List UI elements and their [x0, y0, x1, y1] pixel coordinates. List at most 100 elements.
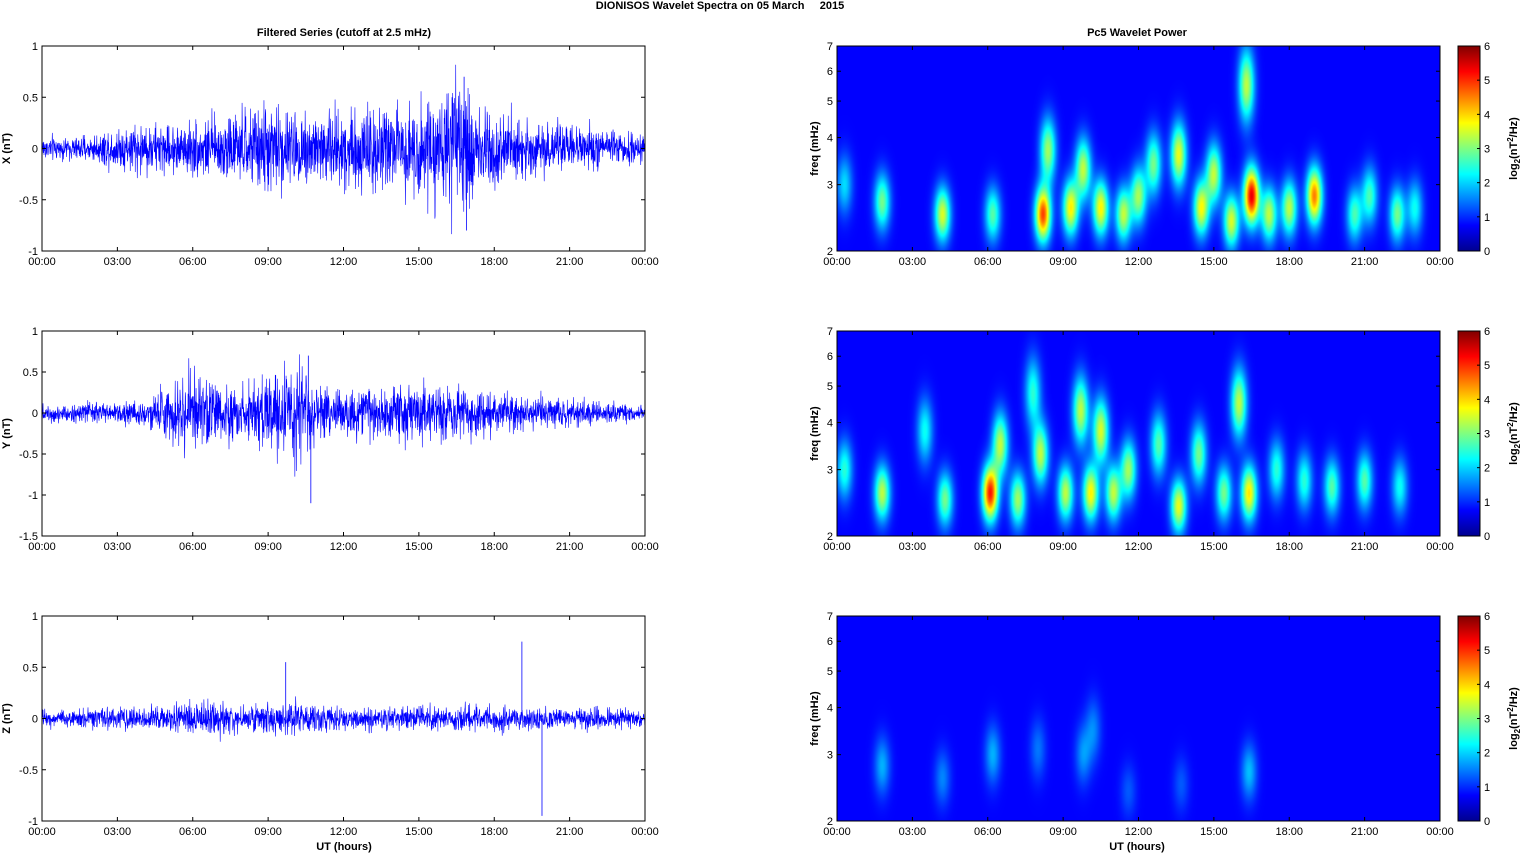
wavelet-xtick-label: 12:00 [1125, 826, 1153, 838]
y-wavelet-ylabel: freq (mHz) [809, 406, 821, 461]
x-series-ylabel: X (nT) [1, 133, 13, 164]
colorbar-tick-label: 4 [1484, 394, 1490, 406]
right-xlabel: UT (hours) [1109, 841, 1165, 853]
colorbar-tick-label: 6 [1484, 611, 1490, 623]
x-wavelet-axes: 2 3 4 5 6 7 00:00 03:00 06:00 09:00 12:00 15:00 18:0… [823, 41, 1454, 268]
right-column-title: Pc5 Wavelet Power [1087, 27, 1188, 39]
colorbar-tick-label: 2 [1484, 178, 1490, 190]
freq-tick-label: 2 [827, 531, 833, 543]
x-wavelet-heatmap [837, 46, 1440, 251]
series-xtick-label: 03:00 [104, 826, 132, 838]
y-series-plot-area [42, 354, 645, 504]
wavelet-xtick-label: 03:00 [899, 826, 927, 838]
series-xtick-label: 00:00 [28, 826, 56, 838]
colorbar-tick-label: 5 [1484, 360, 1490, 372]
series-xtick-label: 12:00 [330, 541, 358, 553]
series-xtick-label: 15:00 [405, 826, 433, 838]
ytick-label: 1 [32, 41, 38, 53]
freq-tick-label: 3 [827, 180, 833, 192]
series-xtick-label: 21:00 [556, 826, 584, 838]
wavelet-xtick-label: 21:00 [1351, 826, 1379, 838]
wavelet-xtick-label: 09:00 [1049, 256, 1077, 268]
z-wavelet-axes: 2 3 4 5 6 7 00:00 03:00 06:00 09:00 12:00 15:00 18:0… [823, 611, 1454, 838]
colorbar-tick-label: 0 [1484, 246, 1490, 258]
freq-tick-label: 7 [827, 326, 833, 338]
colorbar-tick-label: 2 [1484, 463, 1490, 475]
x-series-plot-area [42, 64, 645, 235]
ytick-label: 0.5 [23, 367, 38, 379]
colorbar-tick-label: 5 [1484, 645, 1490, 657]
wavelet-xtick-label: 18:00 [1275, 256, 1303, 268]
left-column-title: Filtered Series (cutoff at 2.5 mHz) [257, 27, 432, 39]
colorbar-tick-label: 5 [1484, 75, 1490, 87]
series-xtick-label: 00:00 [28, 256, 56, 268]
wavelet-xtick-label: 21:00 [1351, 541, 1379, 553]
y-series-axes: 10.50-0.5-1-1.500:00 03:00 06:00 09:00 12:00… [19, 326, 659, 553]
y-wavelet-heatmap [837, 331, 1440, 536]
colorbar-tick-label: 0 [1484, 531, 1490, 543]
series-xtick-label: 00:00 [28, 541, 56, 553]
wavelet-xtick-label: 12:00 [1125, 541, 1153, 553]
freq-tick-label: 5 [827, 666, 833, 678]
wavelet-xtick-label: 21:00 [1351, 256, 1379, 268]
colorbar-tick-label: 1 [1484, 212, 1490, 224]
colorbar-tick-label: 4 [1484, 109, 1490, 121]
y-series-frame [41, 330, 646, 537]
colorbar-tick-label: 4 [1484, 679, 1490, 691]
z-series-axes: 10.50-0.5-100:00 03:00 06:00 09:00 12:00 15:0… [19, 611, 659, 838]
ytick-label: 0.5 [23, 662, 38, 674]
y-series-ylabel: Y (nT) [1, 418, 13, 449]
series-xtick-label: 03:00 [104, 541, 132, 553]
y-wavelet-panel: 2 3 4 5 6 7 00:00 03:00 06:00 09:00 12:00 15:00 18:0… [809, 326, 1521, 553]
wavelet-xtick-label: 09:00 [1049, 541, 1077, 553]
colorbar-tick-label: 1 [1484, 782, 1490, 794]
z-wavelet-colorbar [1457, 615, 1481, 822]
colorbar-tick-label: 0 [1484, 816, 1490, 828]
x-wavelet-panel: 2 3 4 5 6 7 00:00 03:00 06:00 09:00 12:00 15:00 18:0… [809, 41, 1521, 268]
y-wavelet-colorbar-ticks: 0 1 2 3 4 5 6 [1477, 326, 1490, 543]
y-wavelet-colorbar-label: log2(nT2/Hz) [1506, 402, 1521, 465]
series-xtick-label: 06:00 [179, 826, 207, 838]
ytick-label: -0.5 [19, 195, 38, 207]
ytick-label: -0.5 [19, 765, 38, 777]
wavelet-xtick-label: 00:00 [1426, 826, 1454, 838]
freq-tick-label: 2 [827, 816, 833, 828]
colorbar-tick-label: 6 [1484, 326, 1490, 338]
wavelet-xtick-label: 00:00 [1426, 256, 1454, 268]
figure-suptitle: DIONISOS Wavelet Spectra on 05 March 201… [596, 0, 844, 12]
wavelet-xtick-label: 00:00 [1426, 541, 1454, 553]
series-line-z [42, 696, 645, 742]
series-xtick-label: 18:00 [480, 541, 508, 553]
z-series-panel: 10.50-0.5-100:00 03:00 06:00 09:00 12:00 15:0… [1, 611, 659, 838]
series-xtick-label: 09:00 [254, 826, 282, 838]
wavelet-xtick-label: 06:00 [974, 826, 1002, 838]
x-series-panel: 10.50-0.5-100:00 03:00 06:00 09:00 12:00 15:0… [1, 41, 659, 268]
colorbar-tick-label: 1 [1484, 497, 1490, 509]
wavelet-xtick-label: 15:00 [1200, 826, 1228, 838]
freq-tick-label: 4 [827, 133, 833, 145]
series-xtick-label: 21:00 [556, 541, 584, 553]
y-wavelet-axes: 2 3 4 5 6 7 00:00 03:00 06:00 09:00 12:00 15:00 18:0… [823, 326, 1454, 553]
ytick-label: 0.5 [23, 92, 38, 104]
wavelet-xtick-label: 00:00 [823, 256, 851, 268]
z-wavelet-colorbar-label: log2(nT2/Hz) [1506, 687, 1521, 750]
x-wavelet-colorbar-label: log2(nT2/Hz) [1506, 117, 1521, 180]
series-line-x [42, 64, 645, 235]
series-xtick-label: 00:00 [631, 826, 659, 838]
y-series-panel: 10.50-0.5-1-1.500:00 03:00 06:00 09:00 12:00… [1, 326, 659, 553]
wavelet-xtick-label: 09:00 [1049, 826, 1077, 838]
ytick-label: 1 [32, 326, 38, 338]
wavelet-xtick-label: 18:00 [1275, 541, 1303, 553]
series-xtick-label: 12:00 [330, 256, 358, 268]
ytick-label: 0 [32, 714, 38, 726]
freq-tick-label: 3 [827, 750, 833, 762]
x-wavelet-colorbar [1457, 45, 1481, 252]
freq-tick-label: 6 [827, 351, 833, 363]
series-xtick-label: 15:00 [405, 541, 433, 553]
colorbar-tick-label: 3 [1484, 144, 1490, 156]
wavelet-xtick-label: 18:00 [1275, 826, 1303, 838]
ytick-label: -0.5 [19, 449, 38, 461]
series-xtick-label: 00:00 [631, 541, 659, 553]
freq-tick-label: 7 [827, 41, 833, 53]
freq-tick-label: 6 [827, 636, 833, 648]
